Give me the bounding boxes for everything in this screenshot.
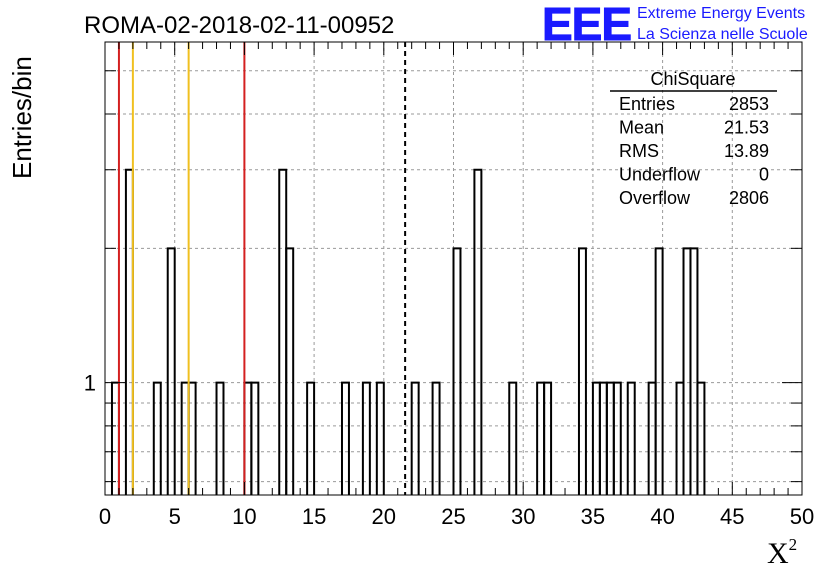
y-tick-labels: 1: [84, 371, 96, 396]
histogram-bin: [180, 381, 190, 495]
histogram-bin: [508, 381, 518, 495]
stats-row-value: 21.53: [724, 118, 769, 138]
stats-row-value: 13.89: [724, 141, 769, 161]
histogram-bin: [473, 168, 483, 495]
stats-row-label: Underflow: [619, 165, 701, 185]
x-tick-label: 0: [99, 504, 111, 529]
stats-row-label: Entries: [619, 94, 675, 114]
histogram-bin: [682, 247, 692, 495]
histogram-bin: [452, 247, 462, 495]
histogram-bin: [543, 381, 553, 495]
histogram-bin: [215, 381, 225, 495]
y-axis-title: Entries/bin: [7, 56, 37, 179]
x-tick-label: 35: [581, 504, 605, 529]
histogram-bin: [166, 247, 176, 495]
stats-row-value: 0: [759, 165, 769, 185]
histogram-bin: [598, 381, 608, 495]
x-tick-label: 30: [511, 504, 535, 529]
y-tick-label: 1: [84, 371, 96, 396]
histogram-bin: [278, 168, 288, 495]
x-axis-title-base: X: [767, 537, 789, 570]
histogram-bin: [152, 381, 162, 495]
histogram-bin: [654, 247, 664, 495]
x-tick-label: 10: [232, 504, 256, 529]
histogram: [110, 168, 706, 495]
stats-row-label: Mean: [619, 118, 664, 138]
histogram-bin: [340, 381, 350, 495]
histogram-bin: [612, 381, 622, 495]
stats-box: ChiSquare Entries 2853 Mean 21.53 RMS 13.89 Un…: [610, 69, 777, 208]
x-tick-label: 5: [169, 504, 181, 529]
histogram-bin: [605, 381, 615, 495]
stats-row-label: RMS: [619, 141, 659, 161]
x-tick-label: 45: [720, 504, 744, 529]
x-tick-label: 40: [650, 504, 674, 529]
histogram-bin: [306, 381, 316, 495]
histogram-bin: [375, 381, 385, 495]
histogram-bin: [626, 381, 636, 495]
histogram-bin: [285, 247, 295, 495]
histogram-bin: [647, 381, 657, 495]
stats-title: ChiSquare: [650, 69, 735, 89]
histogram-bin: [577, 247, 587, 495]
logo-line2: La Scienza nelle Scuole: [637, 26, 808, 43]
histogram-bin: [696, 381, 706, 495]
x-tick-labels: 0 5 10 15 20 25 30 35 40 45 50: [99, 504, 814, 529]
stats-row-value: 2853: [729, 94, 769, 114]
logo-line1: Extreme Energy Events: [637, 5, 805, 22]
histogram-bin: [410, 381, 420, 495]
histogram-bin: [536, 381, 546, 495]
stats-row-label: Overflow: [619, 188, 691, 208]
histogram-bin: [187, 381, 197, 495]
histogram-bin: [689, 247, 699, 495]
histogram-bin: [361, 381, 371, 495]
eee-logo: EEE Extreme Energy Events La Scienza nel…: [542, 0, 808, 51]
x-tick-label: 50: [790, 504, 814, 529]
x-tick-label: 15: [302, 504, 326, 529]
chart-title: ROMA-02-2018-02-11-00952: [84, 12, 394, 39]
histogram-bin: [243, 381, 253, 495]
axis-ticks: [104, 42, 803, 495]
marker-lines: [117, 42, 407, 495]
histogram-bin: [591, 381, 601, 495]
x-tick-label: 20: [372, 504, 396, 529]
histogram-bin: [431, 381, 441, 495]
x-axis-title-superscript: 2: [789, 535, 798, 554]
histogram-bin: [675, 381, 685, 495]
stats-rows: Entries 2853 Mean 21.53 RMS 13.89 Underflow 0 Ov…: [619, 94, 769, 208]
x-axis-title: X2: [767, 535, 797, 570]
stats-row-value: 2806: [729, 188, 769, 208]
histogram-bin: [110, 381, 120, 495]
histogram-bin: [250, 381, 260, 495]
histogram-bin: [124, 168, 134, 495]
x-tick-label: 25: [441, 504, 465, 529]
